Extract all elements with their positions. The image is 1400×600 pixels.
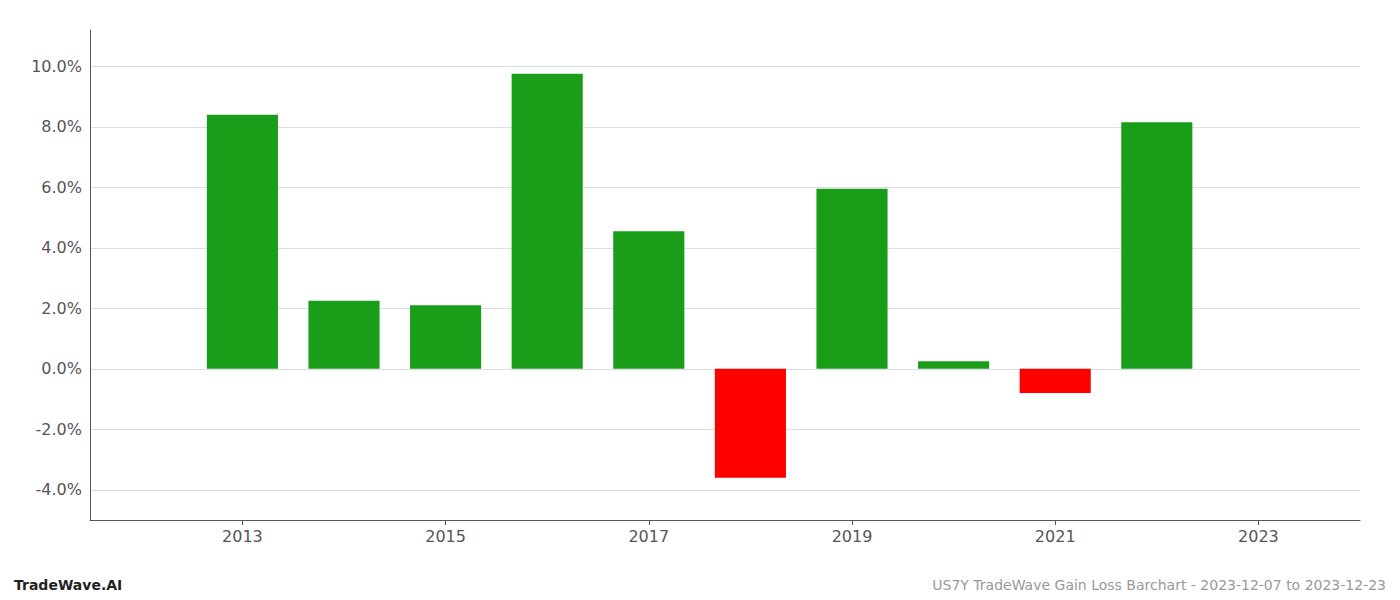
svg-text:2013: 2013: [222, 527, 263, 546]
svg-text:TradeWave.AI: TradeWave.AI: [14, 577, 122, 593]
svg-text:10.0%: 10.0%: [31, 57, 82, 76]
svg-text:2023: 2023: [1238, 527, 1279, 546]
svg-text:2.0%: 2.0%: [41, 299, 82, 318]
svg-text:-4.0%: -4.0%: [36, 480, 82, 499]
svg-text:0.0%: 0.0%: [41, 359, 82, 378]
svg-text:2015: 2015: [425, 527, 466, 546]
svg-text:8.0%: 8.0%: [41, 117, 82, 136]
svg-text:6.0%: 6.0%: [41, 178, 82, 197]
svg-text:2019: 2019: [832, 527, 873, 546]
svg-text:2017: 2017: [628, 527, 669, 546]
svg-text:US7Y TradeWave Gain Loss Barch: US7Y TradeWave Gain Loss Barchart - 2023…: [932, 577, 1386, 593]
svg-text:2021: 2021: [1035, 527, 1076, 546]
svg-text:4.0%: 4.0%: [41, 238, 82, 257]
svg-text:-2.0%: -2.0%: [36, 420, 82, 439]
